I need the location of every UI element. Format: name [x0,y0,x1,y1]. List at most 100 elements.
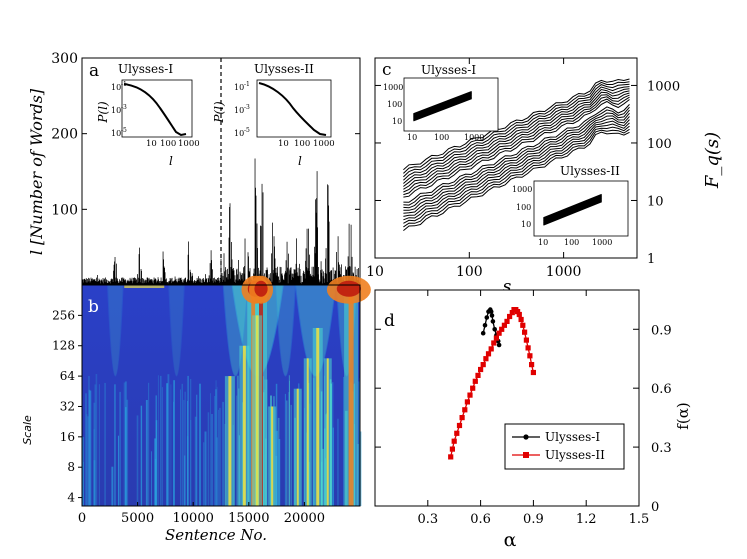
inset-a1-frame [121,79,193,138]
heat-ridge-core [242,345,246,506]
panel-d-point-ulysses-ii [480,362,486,368]
heat-streak [288,375,290,506]
panel-c-ytick-label: 1 [647,252,655,267]
inset-c1-ytick-1: 1000 [383,83,403,92]
heat-streak [89,390,92,506]
panel-d-point-ulysses-ii [448,454,454,460]
panel-d-label: d [384,311,395,331]
panel-b-ytick-label: 8 [67,460,75,474]
panel-b-xtick-label: 20000 [284,511,325,526]
heat-streak [187,401,188,506]
panel-c-y-ticks: 1 10 100 1000 [375,79,680,267]
panel-d-point-ulysses-i [490,319,496,324]
heat-streak [170,384,172,506]
heat-streak [321,448,324,506]
heat-streak [211,414,213,506]
heat-streak [151,451,152,506]
panel-b-xtick-label: 5000 [121,511,154,526]
panel-d-xtick-label: 0.6 [470,512,491,527]
inset-c2-xtick-2: 100 [564,238,579,247]
heat-streak [332,427,334,506]
heat-streak [236,375,239,506]
panel-d-point-ulysses-ii [530,369,536,376]
panel-d-xtick-label: 1.5 [629,512,650,527]
heat-streak [343,376,345,506]
heat-streak [114,384,116,506]
inset-a1-xtick-3: 1000 [178,139,200,149]
heat-arch [107,284,124,377]
heat-arch [168,284,185,377]
panel-b-ytick-label: 16 [60,430,75,444]
panel-d-point-ulysses-i [482,323,488,328]
panel-d-xtick-label: 1.2 [576,512,597,527]
panel-d-point-ulysses-ii [454,430,460,436]
heat-streak [104,382,106,506]
legend-label-ulysses-1: Ulysses-I [545,430,600,444]
panel-c-series-line [403,90,630,187]
panel-d-point-ulysses-ii [467,392,473,398]
panel-b-label: b [88,297,99,317]
panel-d-point-ulysses-i [484,315,490,320]
heat-ridge-core [228,376,232,506]
panel-d-point-ulysses-ii [525,345,531,351]
panel-a-sentence-length: 100 200 300 a l [Number of Words] Ulysses-… [27,51,361,286]
panel-c-x-ticks: 10 100 1000 [366,58,581,280]
inset-a1-ytick-3-exp: -5 [121,127,127,134]
panel-c-inset-ulysses-2: Ulysses-II 1000 100 10 10 100 1000 [512,164,629,247]
panel-b-xtick-label: 10000 [173,511,214,526]
panel-a-ytick-label: 100 [51,202,78,218]
heat-streak [203,442,205,506]
inset-a2-ytick-1-exp: -1 [244,81,250,88]
heat-streak [85,393,87,506]
inset-a2-ytick-3-exp: -5 [244,127,250,134]
panel-d-point-ulysses-ii [491,340,497,346]
panel-d-point-ulysses-i [492,327,498,332]
heat-streak [167,374,170,506]
panel-b-heat-features [82,275,371,506]
heat-streak [284,393,286,506]
heat-streak [290,404,292,506]
panel-d-point-ulysses-ii [509,310,515,316]
panel-d-point-ulysses-ii [483,356,489,362]
inset-c2-ytick-1: 1000 [512,185,532,194]
heat-streak [148,382,150,506]
inset-c2-xtick-3: 1000 [592,238,612,247]
panel-d-point-ulysses-ii [501,322,507,328]
inset-c1-lines [413,91,472,122]
panel-c-x-label: s [503,277,512,297]
panel-d-legend: Ulysses-I Ulysses-II [504,423,625,470]
heat-streak [118,435,119,506]
inset-c-line [543,199,602,224]
heat-streak [154,459,157,506]
panel-d-point-ulysses-ii [485,351,492,357]
heat-streak [199,383,201,506]
panel-d-point-ulysses-ii [520,322,526,328]
heat-streak [286,400,288,506]
panel-d-point-ulysses-ii [488,346,494,352]
panel-b-ytick-label: 32 [60,399,75,413]
inset-a1-y-label: P(l) [96,101,110,124]
inset-a1-curve [123,83,187,137]
panel-c-series-line [403,99,630,198]
heat-streak [218,409,219,506]
panel-c-series-line [403,101,630,201]
inset-a2-curve [258,82,327,136]
heat-streak [216,437,218,506]
panel-c-series-line [403,104,630,203]
inset-a1-x-label: l [169,154,173,168]
heat-streak [136,415,139,506]
panel-a-ytick-label: 300 [51,51,78,67]
heat-streak [93,429,95,506]
panel-d-y-label: f(α) [674,402,692,429]
panel-d-x-label: α [504,529,517,551]
heat-ridge-core [326,358,329,506]
panel-d-point-ulysses-ii [449,446,455,452]
panel-c-series-line [403,131,630,231]
panel-d-series [448,307,536,460]
inset-a1-ytick-2-exp: -3 [121,104,127,111]
panel-c-fluctuation-function: 10 100 1000 1 10 100 1000 c s F_q(s) Ulysses-… [366,57,723,297]
panel-c-series-line [403,88,630,184]
heat-streak [161,387,163,506]
panel-d-multifractal-spectrum: 0.3 0.6 0.9 1.2 1.5 0 0.3 0.6 0.9 d α f(α) Ulys… [374,289,692,551]
